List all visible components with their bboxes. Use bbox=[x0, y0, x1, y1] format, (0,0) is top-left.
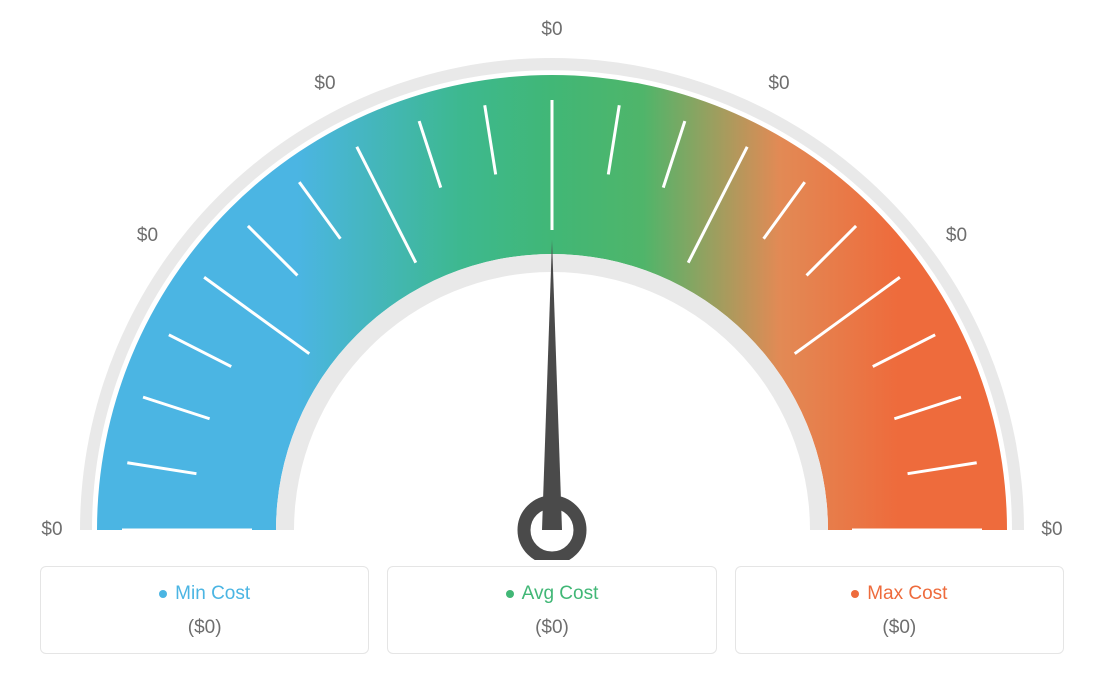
legend-title-min: Min Cost bbox=[159, 583, 250, 605]
gauge-tick-label: $0 bbox=[41, 519, 62, 541]
legend-title-avg: Avg Cost bbox=[506, 583, 599, 605]
gauge-tick-label: $0 bbox=[541, 19, 562, 41]
legend-card-max: Max Cost ($0) bbox=[735, 566, 1064, 654]
legend-title-max: Max Cost bbox=[851, 583, 947, 605]
dot-icon bbox=[851, 590, 859, 598]
legend-card-avg: Avg Cost ($0) bbox=[387, 566, 716, 654]
gauge-tick-label: $0 bbox=[768, 73, 789, 95]
legend-value-max: ($0) bbox=[736, 617, 1063, 639]
legend-title-text: Avg Cost bbox=[522, 583, 599, 605]
gauge-chart: $0 $0 $0 $0 $0 $0 $0 bbox=[0, 0, 1104, 560]
gauge-svg bbox=[0, 0, 1104, 560]
legend-title-text: Max Cost bbox=[867, 583, 947, 605]
legend-title-text: Min Cost bbox=[175, 583, 250, 605]
gauge-tick-label: $0 bbox=[137, 225, 158, 247]
legend-value-avg: ($0) bbox=[388, 617, 715, 639]
gauge-tick-label: $0 bbox=[946, 225, 967, 247]
gauge-tick-label: $0 bbox=[1041, 519, 1062, 541]
gauge-tick-label: $0 bbox=[314, 73, 335, 95]
legend-card-min: Min Cost ($0) bbox=[40, 566, 369, 654]
dot-icon bbox=[159, 590, 167, 598]
dot-icon bbox=[506, 590, 514, 598]
legend-row: Min Cost ($0) Avg Cost ($0) Max Cost ($0… bbox=[0, 566, 1104, 654]
legend-value-min: ($0) bbox=[41, 617, 368, 639]
